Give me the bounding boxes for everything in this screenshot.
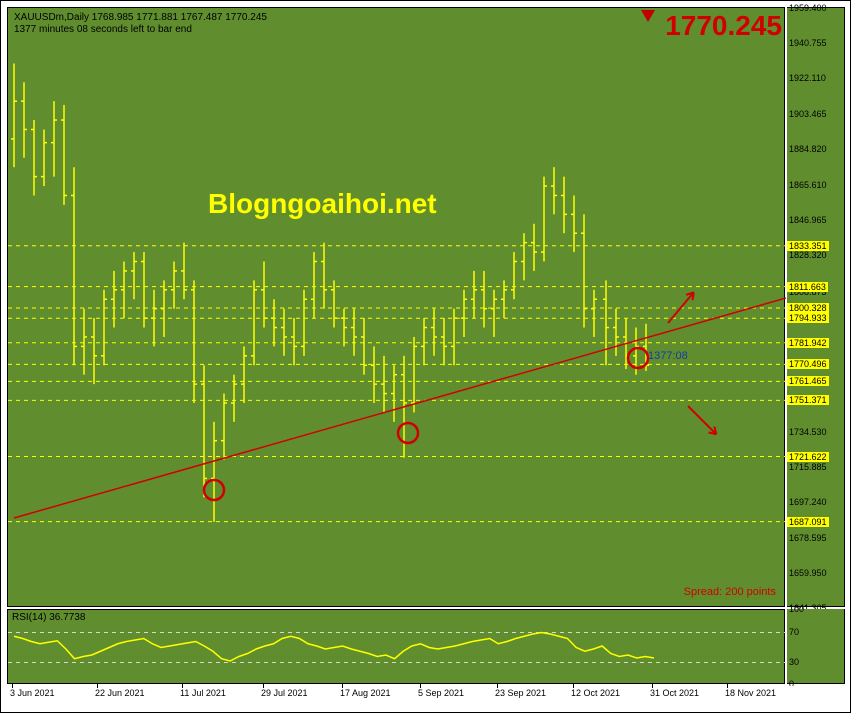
price-tick: 1678.595 xyxy=(789,533,827,543)
time-tick-label: 31 Oct 2021 xyxy=(650,688,699,698)
price-tick: 1959.400 xyxy=(789,3,827,13)
price-tick: 1846.965 xyxy=(789,215,827,225)
rsi-tick: 30 xyxy=(789,657,799,667)
price-level-label: 1833.351 xyxy=(787,241,829,251)
price-level-label: 1687.091 xyxy=(787,517,829,527)
price-level-label: 1761.465 xyxy=(787,376,829,386)
time-tick-label: 11 Jul 2021 xyxy=(180,688,226,698)
circle-marker xyxy=(628,348,648,368)
price-axis: 1959.4001940.7551922.1101903.4651884.820… xyxy=(787,7,845,607)
main-price-chart[interactable]: XAUUSDm,Daily 1768.985 1771.881 1767.487… xyxy=(7,7,785,607)
price-tick: 1715.885 xyxy=(789,462,827,472)
triangle-marker-icon xyxy=(641,10,655,22)
price-tick: 1828.320 xyxy=(789,250,827,260)
price-level-label: 1794.933 xyxy=(787,313,829,323)
price-tick: 1903.465 xyxy=(789,109,827,119)
time-tick-label: 18 Nov 2021 xyxy=(725,688,776,698)
rsi-tick: 70 xyxy=(789,627,799,637)
price-chart-svg xyxy=(8,8,786,608)
price-tick: 1922.110 xyxy=(789,73,826,83)
time-tick-label: 23 Sep 2021 xyxy=(495,688,546,698)
chart-wrapper: XAUUSDm,Daily 1768.985 1771.881 1767.487… xyxy=(0,0,851,713)
time-tick-label: 12 Oct 2021 xyxy=(571,688,620,698)
price-level-label: 1770.496 xyxy=(787,359,829,369)
time-tick-label: 22 Jun 2021 xyxy=(95,688,145,698)
time-tick-label: 17 Aug 2021 xyxy=(340,688,391,698)
rsi-svg xyxy=(8,610,786,685)
rsi-axis: 03070100 xyxy=(787,609,845,684)
price-level-label: 1781.942 xyxy=(787,338,829,348)
price-tick: 1697.240 xyxy=(789,497,827,507)
time-tick-label: 29 Jul 2021 xyxy=(261,688,308,698)
price-level-label: 1800.328 xyxy=(787,303,829,313)
price-tick: 1659.950 xyxy=(789,568,827,578)
rsi-panel[interactable]: RSI(14) 36.7738 xyxy=(7,609,785,684)
price-tick: 1940.755 xyxy=(789,38,827,48)
rsi-line xyxy=(14,633,654,662)
price-level-label: 1811.663 xyxy=(787,282,828,292)
price-tick: 1865.610 xyxy=(789,180,827,190)
time-tick-label: 5 Sep 2021 xyxy=(418,688,464,698)
price-level-label: 1751.371 xyxy=(787,395,829,405)
circle-marker xyxy=(398,423,418,443)
price-level-label: 1721.622 xyxy=(787,452,829,462)
time-axis: 3 Jun 2021 22 Jun 2021 11 Jul 2021 29 Jul 2… xyxy=(7,686,845,708)
rsi-tick: 100 xyxy=(789,604,804,614)
trendline xyxy=(14,298,786,518)
price-tick: 1884.820 xyxy=(789,144,827,154)
price-tick: 1734.530 xyxy=(789,427,827,437)
time-tick-label: 3 Jun 2021 xyxy=(10,688,55,698)
arrow xyxy=(688,406,716,434)
